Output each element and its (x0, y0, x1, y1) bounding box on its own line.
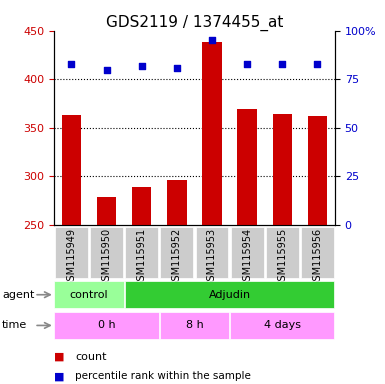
Point (314, 61, 320, 67)
Text: control: control (70, 290, 108, 300)
Text: GSM115950: GSM115950 (102, 228, 112, 287)
Point (209, 37, 215, 43)
Text: GSM115955: GSM115955 (277, 228, 287, 287)
Point (139, 63, 145, 69)
Bar (301, 227, 334, 278)
Text: agent: agent (2, 290, 34, 300)
Bar (203, 42, 222, 225)
Point (244, 61, 250, 67)
Text: 0 h: 0 h (98, 320, 116, 331)
Text: ■: ■ (54, 352, 64, 362)
Text: GSM115953: GSM115953 (207, 228, 217, 287)
Text: GSM115954: GSM115954 (242, 228, 252, 287)
Point (69, 61, 75, 67)
Bar (308, 116, 327, 225)
Bar (167, 180, 186, 225)
Point (174, 65, 180, 71)
Text: time: time (2, 320, 27, 331)
Bar (231, 227, 264, 278)
Bar (266, 227, 299, 278)
Bar (230, 312, 335, 339)
Bar (125, 281, 335, 308)
Text: GSM115951: GSM115951 (137, 228, 147, 287)
Bar (55, 227, 88, 278)
Text: 4 days: 4 days (264, 320, 301, 331)
Text: GSM115956: GSM115956 (312, 228, 322, 287)
Bar (238, 109, 257, 225)
Text: GSM115952: GSM115952 (172, 228, 182, 287)
Bar (273, 114, 292, 225)
Bar (132, 187, 151, 225)
Text: Adjudin: Adjudin (209, 290, 251, 300)
Bar (125, 227, 158, 278)
Bar (62, 115, 81, 225)
Bar (196, 227, 228, 278)
Bar (160, 312, 229, 339)
Text: percentile rank within the sample: percentile rank within the sample (75, 371, 251, 381)
Bar (161, 227, 193, 278)
Text: count: count (75, 352, 107, 362)
Bar (54, 281, 124, 308)
Bar (97, 197, 116, 225)
Title: GDS2119 / 1374455_at: GDS2119 / 1374455_at (106, 15, 283, 31)
Bar (90, 227, 123, 278)
Point (104, 66, 110, 73)
Point (279, 61, 285, 67)
Text: 8 h: 8 h (186, 320, 203, 331)
Bar (54, 312, 159, 339)
Text: GSM115949: GSM115949 (67, 228, 77, 286)
Text: ■: ■ (54, 371, 64, 381)
